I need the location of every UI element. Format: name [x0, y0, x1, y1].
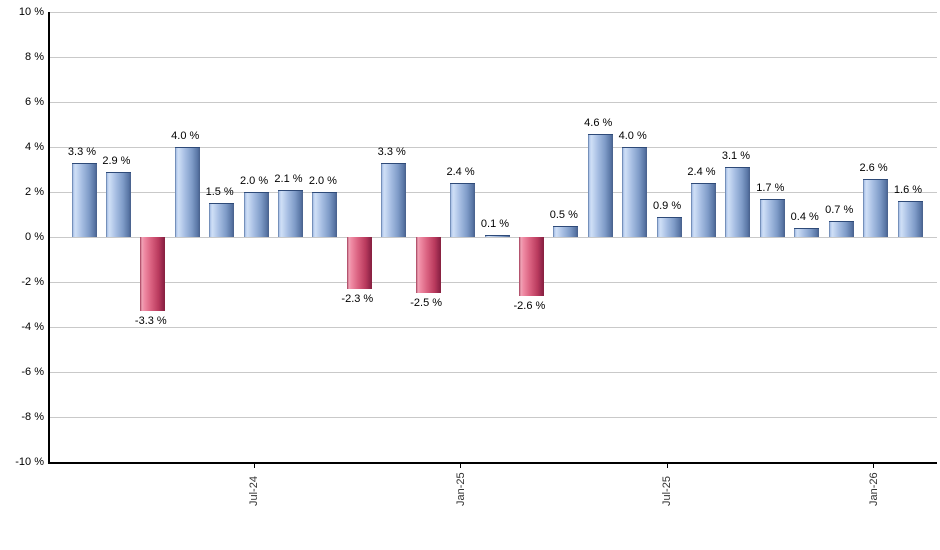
x-axis-tick-label: Jan-26 — [867, 472, 880, 506]
bar-value-label: 3.3 % — [377, 145, 406, 158]
bar-value-label: 3.3 % — [67, 145, 97, 158]
bar-value-label: 4.6 % — [584, 116, 613, 129]
bar-value-label: 2.0 % — [308, 175, 337, 187]
y-axis-tick-label: -2 % — [21, 276, 44, 288]
bar-value-label: 0.4 % — [790, 211, 819, 223]
y-axis-tick-label: -10 % — [15, 456, 44, 468]
bar-value-label: 4.0 % — [618, 130, 647, 142]
bar — [346, 237, 372, 289]
bar — [381, 162, 407, 237]
plot-area — [48, 12, 937, 464]
bar-value-label: 1.5 % — [205, 186, 234, 199]
gridline — [50, 237, 937, 238]
bar — [553, 225, 579, 237]
bar-value-label: 0.5 % — [549, 208, 578, 221]
gridline — [50, 12, 937, 13]
gridline — [50, 327, 937, 328]
bar-value-label: 2.0 % — [240, 175, 269, 187]
gridline — [50, 147, 937, 148]
gridline — [50, 102, 937, 103]
bar — [759, 198, 785, 237]
bar — [622, 147, 648, 237]
gridline — [50, 372, 937, 373]
bar — [140, 237, 166, 312]
bar — [484, 234, 510, 237]
bar — [105, 171, 131, 237]
bar — [656, 216, 682, 237]
gridline — [50, 417, 937, 418]
bar-value-label: 4.0 % — [171, 130, 200, 142]
x-axis-tick-label: Jan-25 — [454, 472, 467, 506]
bar — [243, 192, 269, 237]
bar-value-label: -2.5 % — [410, 297, 443, 310]
bar-value-label: 2.4 % — [687, 166, 716, 178]
bar-value-label: 2.1 % — [274, 172, 303, 185]
x-axis-tick — [460, 462, 462, 468]
y-axis-tick-label: 10 % — [18, 6, 44, 18]
x-axis-tick-label: Jul-25 — [661, 476, 674, 506]
gridline — [50, 282, 937, 283]
bar-value-label: 3.1 % — [721, 150, 750, 163]
y-axis-tick-label: 8 % — [25, 51, 44, 63]
x-axis-tick — [873, 462, 875, 468]
bar-value-label: -2.6 % — [513, 299, 546, 312]
bar — [450, 183, 476, 237]
bar — [278, 189, 303, 237]
gridline — [50, 57, 937, 58]
bar — [794, 228, 820, 237]
bar — [312, 192, 338, 237]
bar — [725, 167, 751, 237]
bar-value-label: 1.7 % — [756, 181, 785, 194]
x-axis-tick — [666, 462, 668, 468]
bar — [415, 237, 441, 294]
bar — [71, 162, 97, 237]
bar — [587, 133, 613, 237]
bar — [691, 183, 716, 237]
gridline — [50, 192, 937, 193]
bar-value-label: 2.9 % — [102, 154, 131, 167]
y-axis-tick-label: 4 % — [25, 141, 44, 153]
bar — [518, 237, 544, 296]
y-axis-tick-label: 6 % — [25, 96, 44, 108]
bar-value-label: 2.6 % — [859, 161, 888, 174]
x-axis-tick — [253, 462, 255, 468]
y-axis-tick-label: 2 % — [25, 186, 44, 198]
bar-value-label: 2.4 % — [446, 166, 475, 178]
bar-value-label: 0.1 % — [480, 217, 510, 230]
bar — [863, 178, 889, 237]
y-axis-tick-label: -4 % — [21, 321, 44, 333]
bar-value-label: 1.6 % — [893, 184, 923, 196]
y-axis-tick-label: -6 % — [21, 366, 44, 378]
bar — [174, 147, 200, 237]
y-axis-tick-label: 0 % — [25, 231, 44, 243]
bar-value-label: -3.3 % — [134, 315, 167, 328]
bar — [828, 221, 854, 237]
bar-value-label: -2.3 % — [341, 292, 374, 305]
bar-value-label: 0.9 % — [653, 199, 682, 212]
bar — [897, 201, 923, 237]
x-axis-tick-label: Jul-24 — [248, 476, 261, 506]
y-axis-tick-label: -8 % — [21, 411, 44, 423]
bar — [209, 203, 235, 237]
bar-value-label: 0.7 % — [825, 204, 854, 217]
